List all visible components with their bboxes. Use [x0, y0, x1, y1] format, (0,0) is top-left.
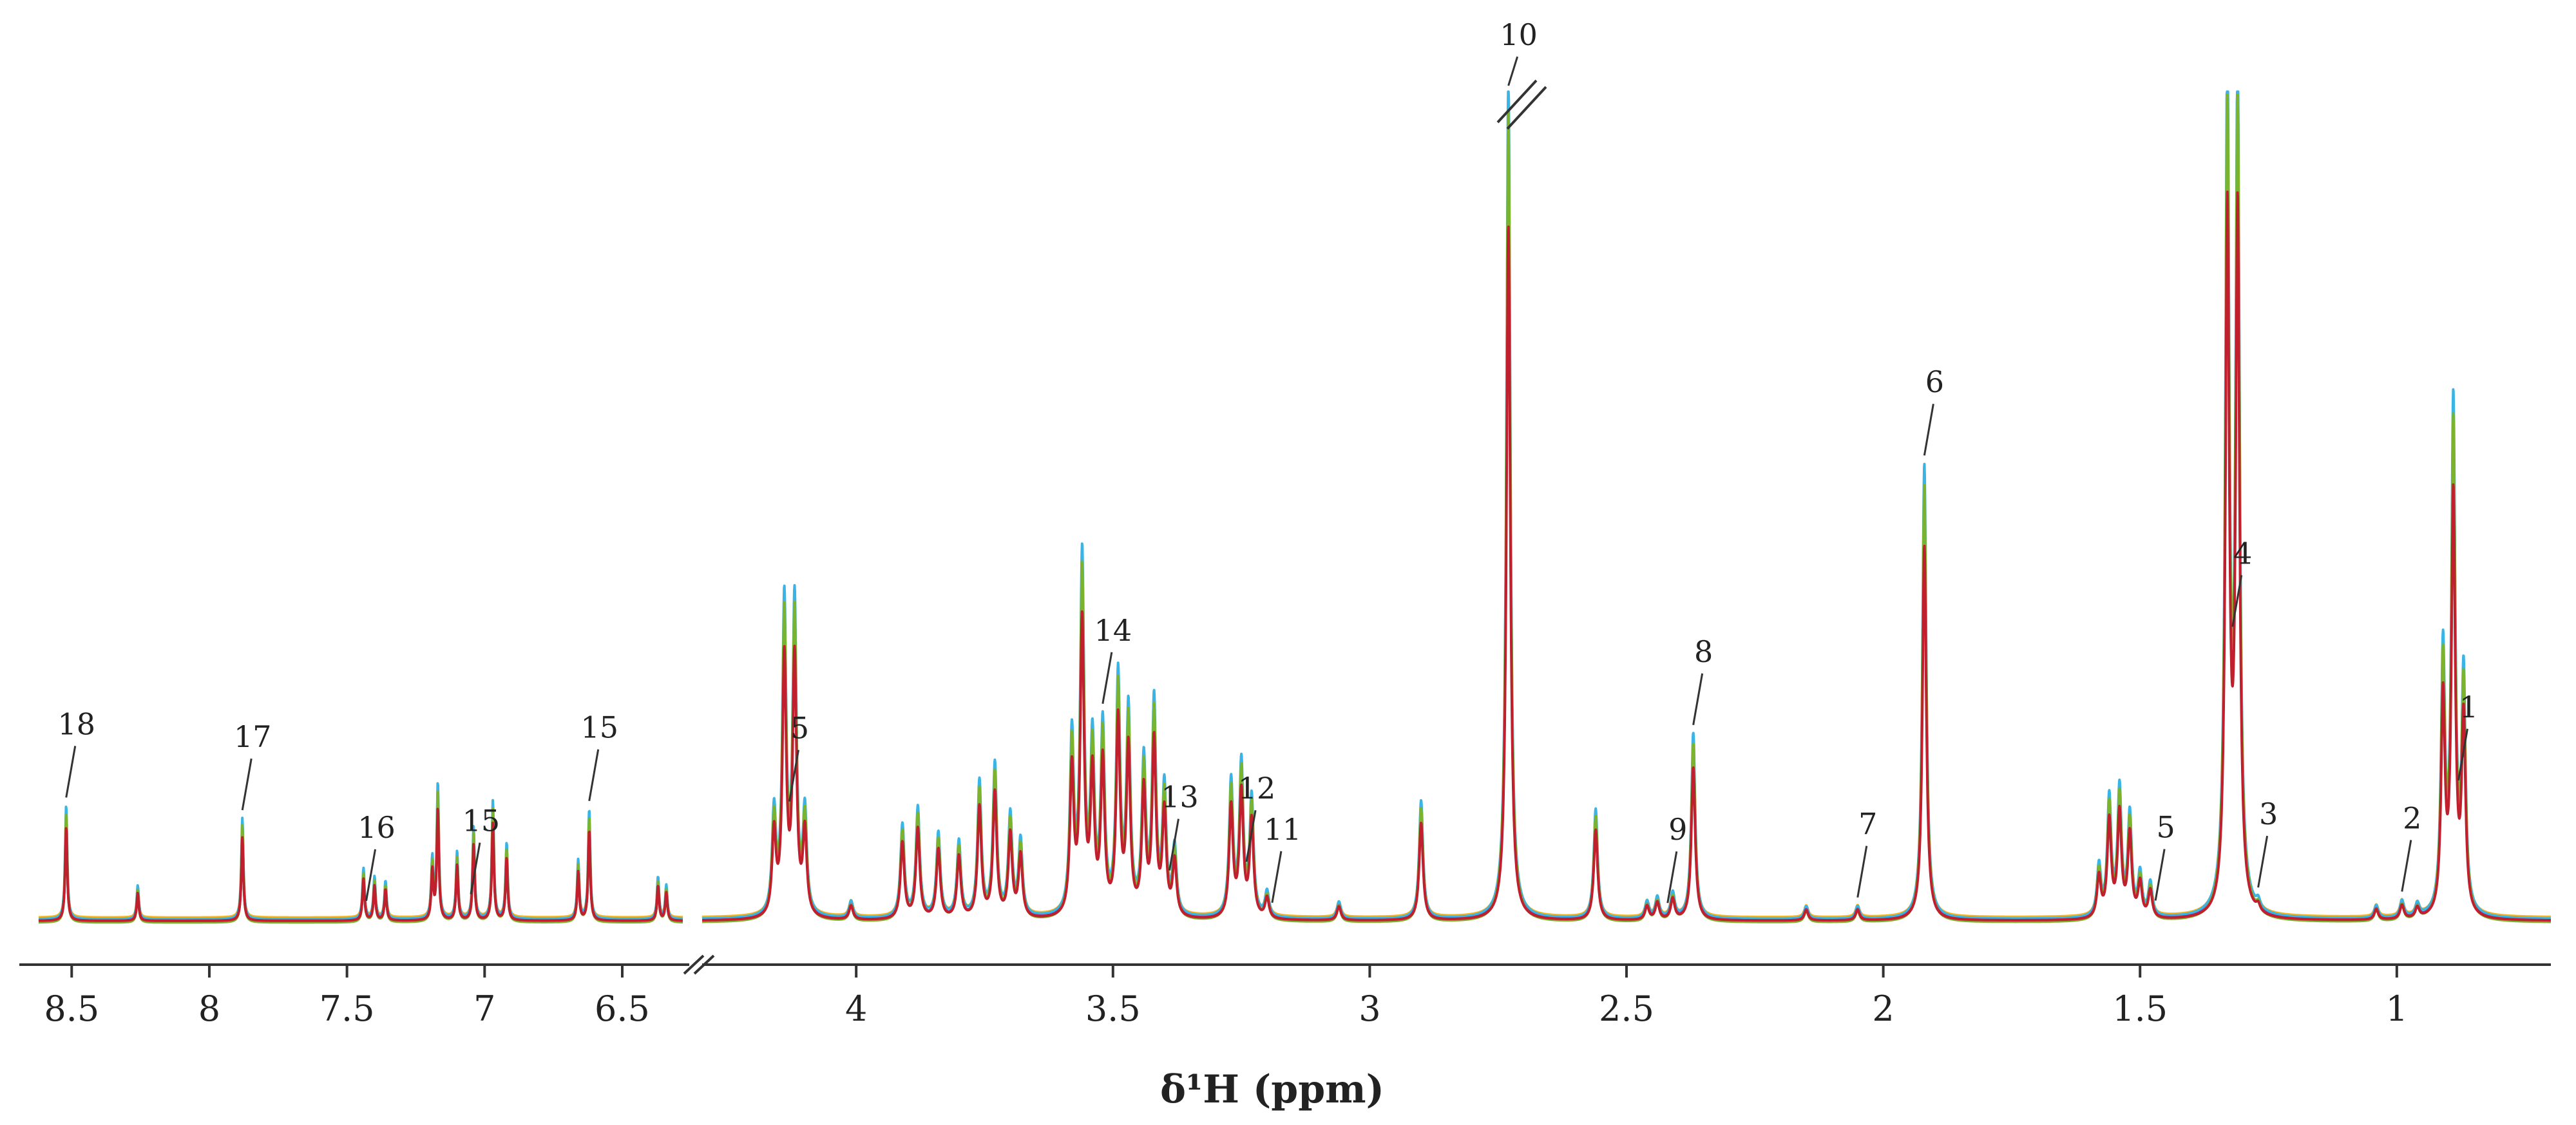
peak-label-6: 6: [1925, 364, 1944, 399]
x-tick-label: 7.5: [320, 988, 375, 1029]
peak-label-7: 7: [1858, 807, 1877, 842]
peak-label-17: 17: [234, 719, 272, 754]
axis-break-mark: [683, 954, 715, 975]
peak-label-2: 2: [2403, 800, 2421, 835]
peak-leader-line: [1692, 673, 1704, 726]
peak-leader-line: [365, 849, 377, 902]
peak-label-15: 15: [463, 804, 501, 838]
peak-leader-line: [1856, 846, 1868, 898]
x-tick-label: 1.5: [2112, 988, 2168, 1029]
spectrum-series-5: [37, 191, 2552, 922]
peak-leader-line: [1666, 851, 1678, 903]
peak-label-4: 4: [2233, 536, 2252, 571]
peak-leader-line: [788, 750, 800, 802]
peak-leaders-group: [65, 56, 2468, 903]
x-tick-label: 2: [1872, 988, 1894, 1029]
peak-leader-line: [2231, 575, 2243, 627]
peak-label-9: 9: [1668, 812, 1687, 847]
peak-leader-line: [2154, 849, 2166, 901]
spectrum-line-left-5: [37, 808, 684, 922]
x-tick-label: 3: [1359, 988, 1380, 1029]
peak-leader-line: [1923, 403, 1934, 456]
x-tick-label: 8.5: [44, 988, 99, 1029]
x-axis-title: δ¹H (ppm): [1160, 1067, 1384, 1112]
x-tick-label: 6.5: [595, 988, 650, 1029]
peak-label-3: 3: [2259, 797, 2278, 831]
peak-leader-line: [2257, 835, 2269, 888]
peak-leader-line: [1271, 851, 1283, 903]
peak-label-16: 16: [358, 810, 396, 845]
peak-label-8: 8: [1694, 634, 1713, 669]
peak-leader-line: [588, 749, 600, 801]
peak-leader-line: [1507, 56, 1519, 86]
peak-leader-line: [1102, 652, 1113, 704]
peak-labels-group: 18 17 16 15 15 5 14 13 12 11 10 9 8 7 6 5 3 4 2 1: [57, 17, 2478, 847]
axes-group: [19, 954, 2551, 975]
peak-label-12: 12: [1238, 771, 1276, 806]
peak-label-10: 10: [1500, 17, 1538, 52]
peak-label-5: 5: [790, 711, 809, 746]
peak-leader-line: [470, 842, 481, 894]
peak-leader-line: [2457, 728, 2468, 781]
x-tick-label: 2.5: [1599, 988, 1654, 1029]
spectrum-series-2: [37, 90, 2552, 921]
x-ticks-group: 8.5 8 7.5 7 6.5 4 3.5 3 2.5 2 1.5 1: [44, 965, 2408, 1029]
peak-leader-line: [1168, 818, 1179, 871]
spectrum-series-1: [37, 100, 2552, 919]
peak-label-15: 15: [580, 710, 618, 745]
x-tick-label: 7: [473, 988, 495, 1029]
peak-label-5: 5: [2156, 810, 2175, 845]
peak-leader-line: [2401, 840, 2412, 892]
x-tick-label: 3.5: [1085, 988, 1141, 1029]
spectrum-line-right-5: [701, 191, 2552, 922]
peak-leader-line: [1245, 809, 1257, 862]
peak-label-1: 1: [2459, 690, 2478, 724]
x-tick-label: 4: [845, 988, 867, 1029]
spectrum-series-3: [37, 138, 2552, 922]
x-tick-label: 8: [198, 988, 220, 1029]
truncation-mark: [1496, 79, 1547, 130]
peak-label-18: 18: [57, 706, 95, 741]
spectrum-series-4: [37, 93, 2552, 924]
spectra-group: [37, 90, 2552, 924]
peak-leader-line: [65, 746, 77, 798]
peak-label-11: 11: [1264, 812, 1302, 847]
x-tick-label: 1: [2386, 988, 2408, 1029]
peak-leader-line: [241, 758, 253, 811]
peak-label-13: 13: [1161, 780, 1199, 815]
peak-label-14: 14: [1094, 613, 1132, 648]
